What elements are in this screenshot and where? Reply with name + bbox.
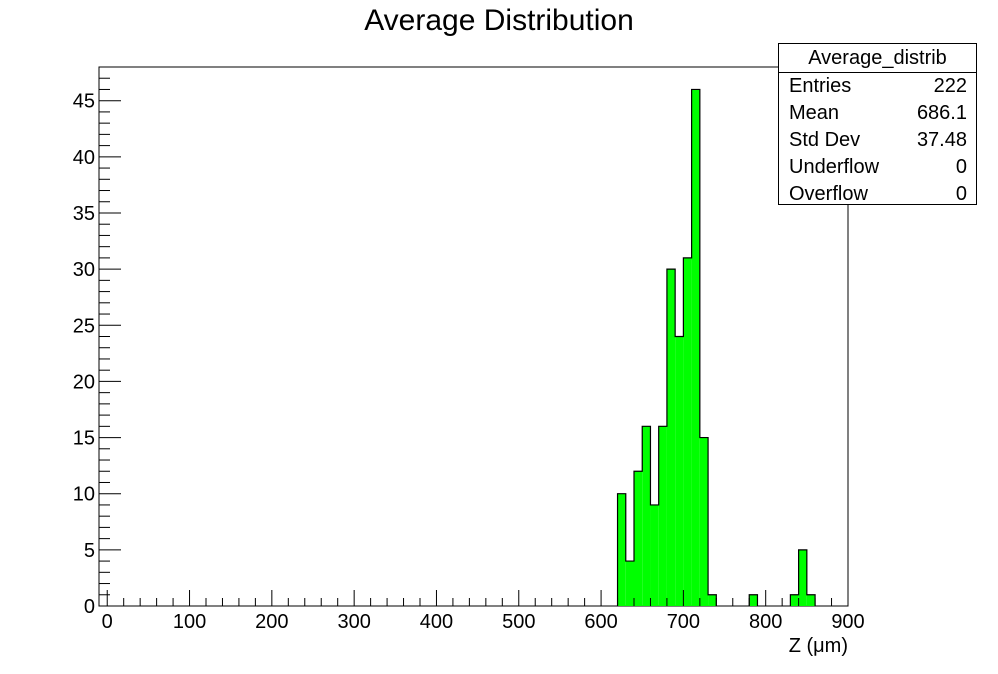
histogram-bar (625, 561, 634, 606)
histogram-bars (617, 89, 816, 607)
histogram-bar (749, 594, 758, 606)
y-axis-tick-labels: 0 5 10 15 20 25 30 35 40 45 (73, 91, 95, 618)
histogram-bar (617, 493, 626, 606)
stats-rows: Entries 222 Mean 686.1 Std Dev 37.48 Underflow… (779, 73, 976, 208)
stats-row: Underflow 0 (779, 154, 976, 181)
histogram-bar (798, 549, 807, 606)
stats-box: Average_distrib Entries 222 Mean 686.1 Std D… (778, 43, 977, 205)
y-tick-label: 35 (73, 203, 95, 225)
y-tick-label: 5 (84, 540, 95, 562)
y-tick-label: 20 (73, 371, 95, 393)
stats-row: Mean 686.1 (779, 100, 976, 127)
histogram-bar (675, 336, 684, 606)
stats-row-label: Entries (789, 75, 852, 97)
x-axis-tick-labels: 0 100 200 300 400 500 600 700 800 900 (102, 611, 865, 633)
stats-row-value: 0 (955, 183, 967, 205)
x-tick-label: 600 (584, 611, 617, 633)
stats-row-value: 37.48 (916, 129, 967, 151)
stats-row-value: 686.1 (916, 102, 967, 124)
histogram-bar (634, 471, 643, 606)
x-axis-label: Z (μm) (789, 635, 848, 657)
x-tick-label: 100 (173, 611, 206, 633)
histogram-bar (790, 594, 799, 606)
stats-row: Overflow 0 (779, 181, 976, 208)
y-tick-label: 40 (73, 147, 95, 169)
stats-row-label: Std Dev (789, 129, 861, 151)
histogram-bar (650, 504, 659, 606)
x-tick-label: 700 (667, 611, 700, 633)
x-tick-label: 200 (255, 611, 288, 633)
histogram-bar (708, 594, 717, 606)
plot-frame (98, 66, 849, 607)
stats-row-value: 0 (955, 156, 967, 178)
histogram-bar (658, 426, 667, 606)
stats-row-label: Overflow (789, 183, 868, 205)
x-tick-label: 0 (102, 611, 113, 633)
y-axis-ticks (99, 66, 121, 607)
x-tick-label: 500 (502, 611, 535, 633)
y-tick-label: 10 (73, 484, 95, 506)
histogram-bar (806, 594, 816, 606)
histogram-bar (666, 269, 676, 606)
histogram-bar (691, 89, 700, 607)
x-tick-label: 400 (420, 611, 453, 633)
histogram-bar (683, 257, 692, 606)
y-tick-label: 30 (73, 259, 95, 281)
x-tick-label: 800 (749, 611, 782, 633)
stats-row: Entries 222 (779, 73, 976, 100)
x-axis-ticks (106, 590, 849, 606)
x-tick-label: 300 (337, 611, 370, 633)
chart-title: Average Distribution (364, 4, 634, 37)
stats-box-title: Average_distrib (779, 44, 976, 73)
stats-row: Std Dev 37.48 (779, 127, 976, 154)
stats-row-label: Underflow (789, 156, 880, 178)
y-tick-label: 0 (84, 596, 95, 618)
y-tick-label: 25 (73, 315, 95, 337)
x-tick-label: 900 (831, 611, 864, 633)
stats-row-value: 222 (933, 75, 967, 97)
stats-row-label: Mean (789, 102, 840, 124)
histogram-bar (642, 426, 651, 606)
y-tick-label: 15 (73, 428, 95, 450)
histogram-bar (699, 437, 709, 606)
y-tick-label: 45 (73, 91, 95, 113)
